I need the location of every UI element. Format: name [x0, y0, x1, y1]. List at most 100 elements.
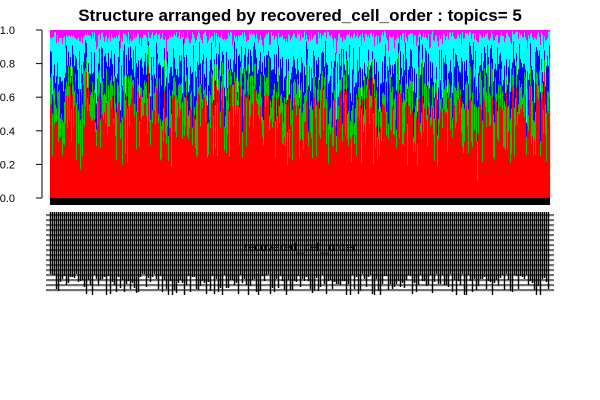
bar-segment [335, 66, 337, 126]
bar-segment [490, 30, 492, 38]
bar-segment [203, 64, 205, 94]
bar-segment [51, 51, 53, 74]
bar-segment [157, 39, 159, 54]
bar-segment [289, 94, 291, 130]
bar-segment [373, 33, 375, 84]
bar-segment [135, 71, 137, 198]
bar-segment [270, 100, 272, 123]
bar-segment [549, 30, 551, 32]
bar-segment [84, 70, 86, 127]
bar-segment [522, 36, 524, 68]
bar-segment [372, 36, 374, 52]
x-tick-label [351, 212, 354, 275]
bar-segment [469, 30, 471, 32]
x-tick-label [369, 212, 372, 275]
bar-segment [104, 93, 106, 113]
bar-segment [177, 37, 179, 69]
bar-segment [476, 106, 478, 141]
bar-segment [199, 42, 201, 70]
bar-segment [520, 30, 522, 36]
bar-segment [80, 119, 82, 170]
bar-segment [261, 39, 263, 72]
bar-segment [73, 84, 75, 127]
bar-segment [189, 85, 191, 111]
bar-segment [247, 79, 249, 91]
bar-segment [431, 77, 433, 106]
bar-segment [117, 38, 119, 74]
bar-segment [54, 88, 56, 125]
bar-segment [264, 74, 266, 96]
bar-segment [299, 32, 301, 98]
bar-segment [487, 65, 489, 76]
bar-segment [251, 55, 253, 75]
bar-segment [224, 30, 226, 39]
bar-segment [349, 57, 351, 67]
bar-segment [487, 45, 489, 66]
bar-segment [140, 30, 142, 38]
bar-segment [290, 124, 292, 198]
bar-segment [81, 36, 83, 65]
bar-segment [85, 30, 87, 34]
bar-segment [96, 145, 98, 198]
bar-segment [73, 34, 75, 55]
bar-segment [358, 30, 360, 39]
bar-segment [547, 38, 549, 56]
x-tick-label [295, 212, 298, 282]
bar-segment [330, 36, 332, 76]
bar-segment [210, 59, 212, 96]
bar-segment [184, 30, 186, 44]
bar-segment [182, 93, 184, 103]
bar-segment [365, 109, 367, 145]
bar-segment [353, 34, 355, 48]
bar-segment [323, 52, 325, 90]
x-tick-label [85, 212, 88, 294]
bar-segment [181, 97, 183, 198]
bar-segment [55, 30, 57, 33]
bar-segment [340, 90, 342, 198]
bar-segment [185, 30, 187, 40]
bar-segment [209, 33, 211, 72]
bar-segment [193, 58, 195, 93]
bar-segment [244, 54, 246, 69]
bar-segment [196, 77, 198, 101]
x-tick-label [267, 212, 270, 274]
bar-segment [522, 67, 524, 98]
bar-segment [58, 92, 60, 142]
x-tick-label [293, 212, 296, 281]
bar-segment [273, 30, 275, 36]
bar-segment [78, 144, 80, 198]
bar-segment [402, 30, 404, 34]
bar-segment [275, 121, 277, 158]
x-tick-label [421, 212, 424, 281]
bar-segment [404, 30, 406, 43]
bar-segment [278, 30, 280, 33]
bar-segment [80, 169, 82, 198]
bar-segment [142, 38, 144, 68]
bar-segment [294, 98, 296, 198]
bar-segment [283, 39, 285, 91]
bar-segment [94, 120, 96, 198]
bar-segment [194, 37, 196, 97]
bar-segment [532, 30, 534, 38]
bar-segment [462, 61, 464, 103]
bar-segment [99, 70, 101, 93]
bar-segment [137, 66, 139, 79]
bar-segment [355, 135, 357, 198]
bar-segment [453, 59, 455, 84]
bar-segment [115, 30, 117, 38]
bar-segment [479, 33, 481, 67]
bar-segment [88, 30, 90, 36]
bar-segment [165, 86, 167, 118]
bar-segment [161, 158, 163, 198]
bar-segment [434, 118, 436, 161]
bar-segment [73, 54, 75, 85]
bar-segment [412, 81, 414, 111]
bar-segment [350, 92, 352, 122]
bar-segment [140, 60, 142, 88]
bar-segment [88, 35, 90, 64]
bar-segment [427, 114, 429, 146]
bar-segment [452, 118, 454, 138]
bar-segment [52, 155, 54, 198]
bar-segment [201, 102, 203, 198]
bar-segment [212, 70, 214, 75]
